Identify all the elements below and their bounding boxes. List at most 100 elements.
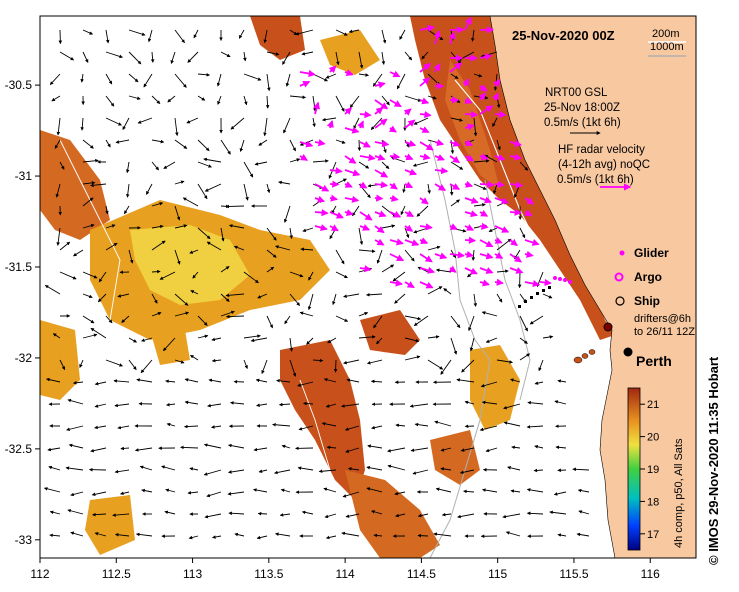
current-arrow	[54, 139, 61, 149]
radar-arrow	[494, 154, 506, 161]
current-arrow	[197, 227, 211, 240]
argo-legend-marker	[614, 272, 624, 282]
radar-arrow	[509, 238, 518, 247]
current-arrow	[80, 117, 85, 131]
current-arrow	[263, 29, 268, 44]
radar-arrow	[314, 183, 330, 192]
current-arrow	[159, 271, 176, 280]
current-arrow	[280, 488, 291, 493]
radar-arrow	[329, 167, 343, 175]
current-arrow	[72, 381, 84, 385]
current-arrow	[147, 29, 153, 43]
model-arrows-scale: 0.5m/s (1kt 6h)	[544, 117, 621, 129]
current-arrow	[140, 359, 153, 374]
current-arrow	[164, 510, 176, 515]
current-arrow	[318, 469, 337, 474]
current-arrow	[255, 378, 268, 383]
current-arrow	[549, 510, 567, 515]
current-arrow	[211, 337, 222, 342]
current-arrow	[527, 400, 544, 405]
current-arrow	[357, 139, 362, 152]
radar-arrow	[434, 183, 447, 191]
radar-arrow	[479, 153, 489, 161]
current-arrow	[427, 359, 444, 370]
current-arrow	[276, 378, 291, 383]
current-arrow	[266, 315, 273, 329]
current-arrow	[258, 469, 268, 473]
current-arrow	[82, 223, 95, 229]
current-arrow	[220, 266, 230, 273]
current-arrow	[187, 491, 199, 495]
radar-arrow	[419, 266, 436, 274]
current-arrow	[266, 183, 271, 194]
y-tick-label: -32	[15, 351, 33, 365]
drifters-legend-2: to 26/11 12Z	[634, 326, 695, 338]
current-arrow	[204, 183, 222, 192]
current-arrow	[161, 465, 176, 471]
radar-arrow	[449, 62, 463, 73]
current-arrow	[243, 183, 249, 201]
current-arrow	[49, 533, 61, 538]
current-arrow	[440, 467, 452, 471]
current-arrow	[390, 156, 406, 163]
current-arrow	[289, 227, 293, 239]
current-arrow	[312, 95, 317, 112]
current-arrow	[358, 227, 364, 245]
radar-arrow	[494, 278, 504, 286]
radar-arrow	[389, 152, 401, 160]
radar-arrow	[524, 280, 541, 288]
radar-arrow	[464, 210, 478, 218]
radar-arrow	[357, 120, 364, 129]
current-arrow	[46, 377, 61, 383]
radar-arrow	[404, 181, 414, 189]
current-arrow	[507, 466, 521, 471]
isobath-1000m-b	[484, 179, 531, 401]
current-arrow	[82, 333, 98, 339]
current-arrow	[120, 491, 130, 496]
radar-arrow	[524, 239, 540, 246]
current-arrow	[370, 379, 383, 384]
current-arrow	[151, 202, 164, 207]
current-arrow	[381, 95, 390, 106]
current-arrow	[162, 337, 176, 352]
radar-arrow	[329, 194, 339, 202]
current-arrow	[94, 532, 107, 537]
colorbar-label: 4h comp, p50, All Sats	[673, 438, 685, 548]
current-arrow	[272, 422, 291, 427]
current-arrow	[372, 73, 383, 87]
current-arrow	[496, 238, 512, 251]
current-arrow	[243, 334, 261, 339]
current-arrow	[151, 311, 162, 317]
current-arrow	[79, 359, 84, 368]
current-arrow	[358, 249, 376, 253]
current-arrow	[197, 139, 210, 152]
current-arrow	[526, 425, 544, 429]
current-arrow	[348, 29, 360, 34]
current-arrow	[578, 510, 590, 515]
current-arrow	[105, 359, 123, 367]
x-tick-label: 112.5	[102, 567, 131, 581]
current-arrow	[358, 312, 369, 317]
radar-arrow	[374, 238, 385, 246]
current-arrow	[114, 469, 130, 474]
glider-track	[553, 276, 572, 284]
y-tick-label: -30.5	[5, 78, 33, 92]
current-arrow	[151, 95, 161, 105]
current-arrow	[300, 247, 314, 252]
radar-arrow	[374, 153, 386, 161]
current-arrow	[253, 447, 268, 452]
sst-s-patch	[85, 495, 135, 555]
current-arrow	[335, 271, 348, 279]
current-arrow	[189, 354, 199, 361]
current-arrow	[225, 204, 245, 209]
radar-arrow	[509, 181, 524, 189]
ship-legend-marker	[615, 296, 625, 306]
current-arrow	[59, 359, 66, 371]
current-arrow	[367, 444, 383, 449]
current-arrow	[404, 315, 422, 321]
radar-arrow	[404, 210, 415, 218]
radar-arrow	[479, 209, 489, 217]
colorbar-tick-label: 18	[647, 496, 659, 508]
colorbar	[627, 387, 641, 551]
current-arrow	[113, 379, 130, 383]
